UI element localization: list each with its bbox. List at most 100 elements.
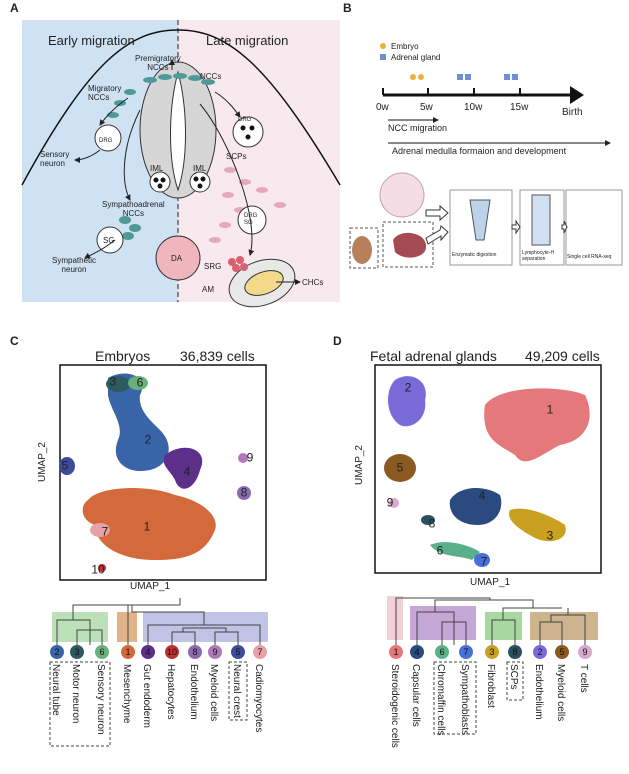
embryo-dot [410, 74, 416, 80]
legend-label: Embryo [391, 42, 419, 51]
umap-title: Fetal adrenal glands [370, 348, 497, 364]
iml-right [189, 171, 211, 193]
a-label: Sensory neuron [40, 150, 70, 168]
cell-type: Myeloid cells [555, 664, 566, 722]
cluster-label: 4 [183, 464, 191, 479]
cell-type: Gut endoderm [141, 664, 152, 728]
cluster-label: 4 [478, 488, 486, 503]
a-label: IML [193, 164, 207, 173]
cluster-label: 10 [91, 562, 105, 577]
leaf-number: 10 [165, 645, 179, 659]
cell-type: Myeloid cells [208, 664, 219, 722]
y-axis-label: UMAP_2 [37, 442, 48, 483]
cell-type: Endothelium [533, 664, 544, 720]
timeline-label: 0w [376, 102, 389, 113]
step-label: Enzymatic digestion [452, 252, 497, 258]
x-axis-label: UMAP_1 [130, 581, 171, 592]
timeline-label: 10w [464, 102, 483, 113]
cluster-label: 9 [386, 495, 394, 510]
embryo-outline [21, 29, 341, 186]
umap-c [59, 373, 251, 572]
leaf-number: 4 [410, 645, 424, 659]
step-label: Single cell RNA-seq [567, 254, 612, 260]
a-label: Sympathetic neuron [52, 256, 97, 274]
arrows-a [74, 59, 301, 285]
panel-title: Late migration [206, 33, 289, 48]
cluster-label: 6 [136, 375, 144, 390]
cluster-label: 2 [144, 432, 152, 447]
step-label: Lymphocyte-H separation [522, 250, 555, 262]
cell-type: Sympathoblasts [459, 664, 470, 736]
cell-type: Cadiomyocytes [253, 664, 264, 733]
cluster-label: 3 [109, 374, 117, 389]
kidney-box [349, 227, 379, 269]
cluster-label: 5 [396, 460, 404, 475]
umap-d [384, 376, 590, 567]
cell-count: 49,209 cells [525, 348, 600, 364]
cell-type: Sensory neuron [95, 664, 106, 735]
cell-type: Neural crest [231, 664, 242, 718]
a-label: DRG SG [244, 213, 258, 226]
a-label: Premigratory NCCs [135, 54, 181, 72]
timeline-ticks [382, 88, 521, 95]
leaf-number: 8 [188, 645, 202, 659]
leaf-number: 8 [508, 645, 522, 659]
adrenal-squares [457, 74, 518, 80]
y-axis-label: UMAP_2 [354, 445, 365, 486]
panel-title: Early migration [48, 33, 135, 48]
leaf-number: 9 [578, 645, 592, 659]
cluster-label: 7 [101, 524, 109, 539]
leaf-number: 9 [208, 645, 222, 659]
umap-title: Embryos [95, 348, 151, 364]
tube [469, 199, 491, 241]
leaf-number: 2 [533, 645, 547, 659]
nccs [107, 73, 215, 240]
cluster-label: 9 [246, 450, 254, 465]
cluster-label: 5 [61, 458, 69, 473]
a-label: SG [103, 236, 115, 245]
ganglia [94, 116, 267, 254]
a-label: NCCs [200, 72, 222, 81]
x-axis-label: UMAP_1 [470, 577, 511, 588]
cell-type: Steroidogenic cells [389, 664, 400, 748]
cluster-label: 6 [436, 543, 444, 558]
cluster-label: 2 [404, 380, 412, 395]
leaf-number: 3 [70, 645, 84, 659]
leaf-number: 6 [95, 645, 109, 659]
a-label: AM [202, 285, 214, 294]
srg [228, 256, 248, 272]
panel-label: D [333, 334, 342, 348]
a-label: IML [150, 164, 164, 173]
cluster-label: 8 [240, 485, 248, 500]
embryo-dot [418, 74, 424, 80]
legend-adrenal [380, 54, 386, 60]
cluster-label: 8 [428, 516, 436, 531]
a-label: DRG [238, 117, 252, 123]
adrenal-img [393, 232, 427, 258]
embryo-img [379, 172, 425, 218]
arrow-label: Adrenal medulla formaion and development [392, 146, 567, 156]
panel-label: A [10, 1, 19, 15]
legend-label: Adrenal gland [391, 53, 441, 62]
lumen [170, 70, 186, 192]
medulla [244, 270, 284, 296]
cell-type: Endothelium [188, 664, 199, 720]
leaf-number: 5 [231, 645, 245, 659]
tube2 [531, 194, 551, 246]
arrow-label: NCC migration [388, 123, 448, 133]
leaf-number: 7 [253, 645, 267, 659]
cluster-label: 1 [143, 519, 151, 534]
a-label: Sympathoadrenal NCCs [102, 200, 165, 218]
cell-count: 36,839 cells [180, 348, 255, 364]
leaf-number: 2 [50, 645, 64, 659]
cell-type: Fibroblast [485, 664, 496, 708]
cell-type: Hepatocytes [165, 664, 176, 720]
aorta [155, 235, 201, 281]
cell-type: Mesenchyme [121, 664, 132, 724]
cell-type: T cells [578, 664, 589, 693]
neurons [153, 125, 255, 189]
cell-type: Neural tube [50, 664, 61, 716]
timeline-label: 5w [420, 102, 433, 113]
cell-type: Chromaffin cells [435, 664, 446, 736]
